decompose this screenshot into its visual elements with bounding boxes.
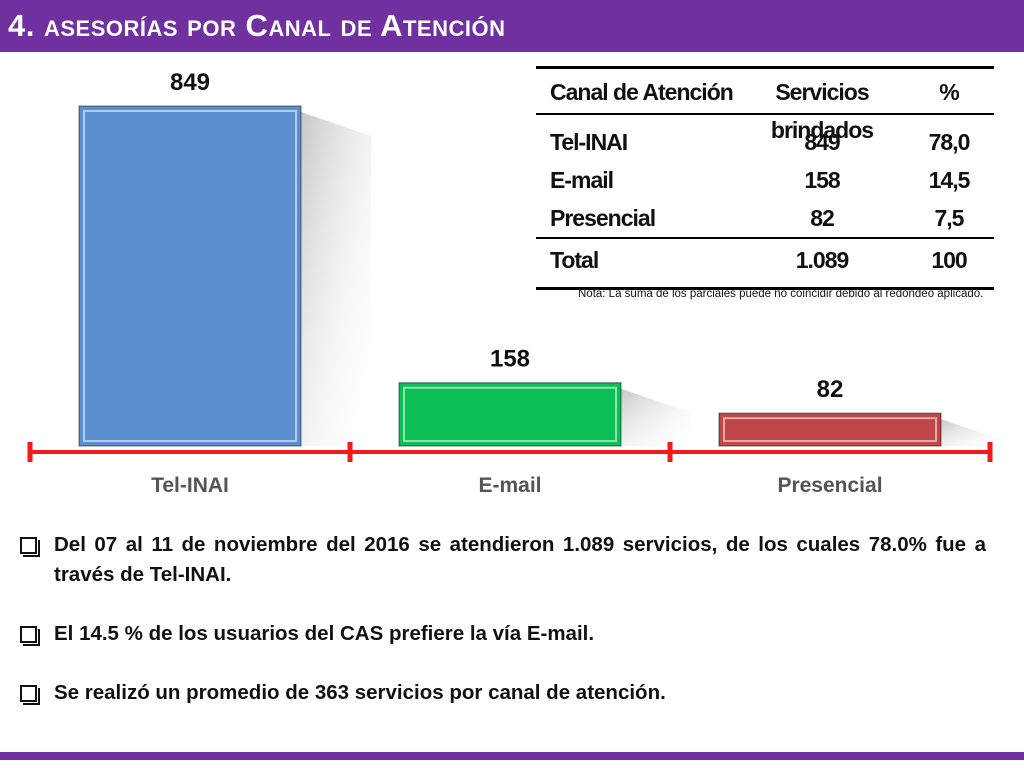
category-label: Tel-INAI xyxy=(151,474,229,497)
services-table: Canal de Atención Servicios brindados % … xyxy=(536,66,994,290)
header-bar: 4. asesorías por Canal de Atención xyxy=(0,0,1024,52)
table-total-row: Total 1.089 100 xyxy=(536,241,994,279)
checkbox-bullet-icon xyxy=(20,537,40,557)
table-row: Tel-INAI 849 78,0 xyxy=(536,123,994,161)
table-cell-percent: 78,0 xyxy=(928,129,971,155)
category-label: Presencial xyxy=(777,474,882,497)
table-header-row: Canal de Atención Servicios brindados % xyxy=(536,73,994,143)
table-total-percent: 100 xyxy=(931,247,967,273)
table-total-divider xyxy=(536,237,994,239)
table-cell-channel: Presencial xyxy=(550,205,656,231)
table-cell-services: 849 xyxy=(804,129,840,155)
table-row: E-mail 158 14,5 xyxy=(536,161,994,199)
bullet-item: Del 07 al 11 de noviembre del 2016 se at… xyxy=(14,530,986,590)
bar-bevel xyxy=(723,417,937,443)
bar-shadow xyxy=(941,419,1011,446)
table-total-services: 1.089 xyxy=(795,247,850,273)
table-total-label: Total xyxy=(550,247,599,273)
bar-e-mail xyxy=(398,381,622,447)
table-cell-channel: E-mail xyxy=(550,167,614,193)
bullet-item: El 14.5 % de los usuarios del CAS prefie… xyxy=(14,619,986,649)
table-header-channel: Canal de Atención xyxy=(550,79,734,105)
table-cell-services: 82 xyxy=(810,205,835,231)
bar-tel-inai xyxy=(78,105,302,447)
data-label: 82 xyxy=(817,376,844,403)
bar-shadow xyxy=(301,112,371,446)
bar-bevel xyxy=(403,386,617,442)
bullet-item: Se realizó un promedio de 363 servicios … xyxy=(14,678,986,708)
table-header-divider xyxy=(536,113,994,115)
footer-bar xyxy=(0,752,1024,760)
bullet-text: Del 07 al 11 de noviembre del 2016 se at… xyxy=(54,533,986,586)
table-cell-percent: 7,5 xyxy=(934,205,965,231)
bar-shadow xyxy=(621,388,691,446)
data-label: 158 xyxy=(490,346,530,373)
data-label: 849 xyxy=(170,69,210,96)
bar-chart: 849 158 82 Tel-INAI E-mail Presencial xyxy=(27,69,1011,497)
checkbox-bullet-icon xyxy=(20,685,40,705)
table-cell-percent: 14,5 xyxy=(928,167,971,193)
bullet-list: Del 07 al 11 de noviembre del 2016 se at… xyxy=(14,530,986,737)
bar-bevel xyxy=(83,110,297,442)
table-cell-services: 158 xyxy=(804,167,840,193)
table-header-percent: % xyxy=(939,79,959,105)
table-cell-channel: Tel-INAI xyxy=(550,129,628,155)
table-note: Nota: La suma de los parciales puede no … xyxy=(578,288,984,300)
checkbox-bullet-icon xyxy=(20,626,40,646)
table-header-services: Servicios brindados xyxy=(770,79,874,143)
bullet-text: Se realizó un promedio de 363 servicios … xyxy=(54,681,666,704)
bullet-text: El 14.5 % de los usuarios del CAS prefie… xyxy=(54,622,595,645)
slide-title: 4. asesorías por Canal de Atención xyxy=(8,8,506,43)
category-label: E-mail xyxy=(478,474,541,497)
table-row: Presencial 82 7,5 xyxy=(536,199,994,237)
